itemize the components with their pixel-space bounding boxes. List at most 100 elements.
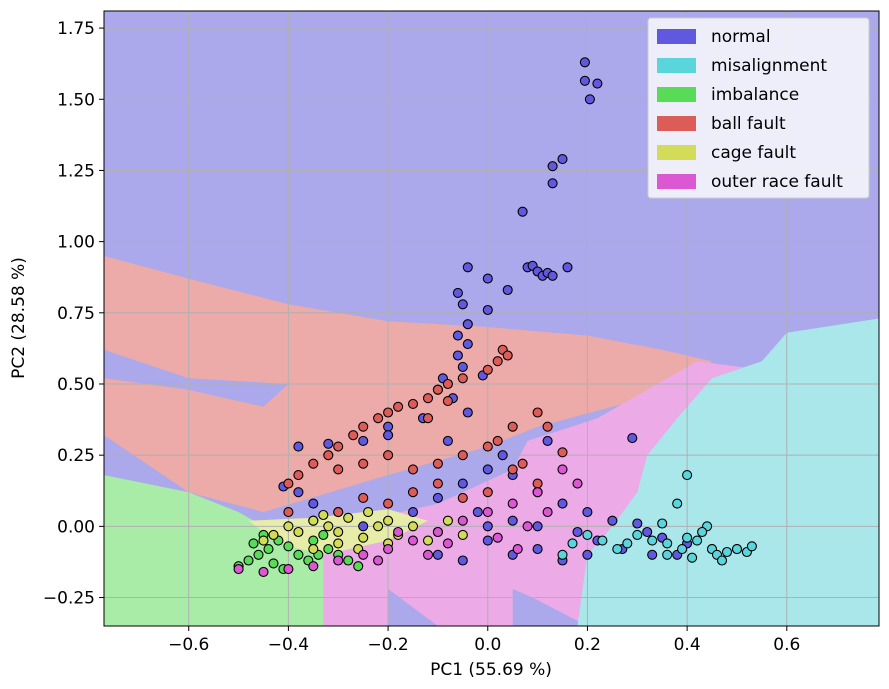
legend-swatch — [657, 116, 696, 131]
point-cage-fault — [384, 516, 393, 525]
point-ball-fault — [508, 422, 517, 431]
legend-label: cage fault — [711, 143, 796, 163]
point-normal — [359, 522, 368, 531]
point-ball-fault — [334, 442, 343, 451]
point-outer-race-fault — [309, 562, 318, 571]
legend-swatch — [657, 29, 696, 44]
y-tick-label: 0.25 — [57, 446, 95, 466]
legend: normal misalignment imbalance ball fault cag… — [648, 18, 869, 198]
y-axis-label: PC2 (28.58 %) — [9, 257, 29, 379]
point-normal — [463, 408, 472, 417]
point-misalignment — [683, 471, 692, 480]
point-normal — [324, 439, 333, 448]
y-tick-label: 0.75 — [57, 304, 95, 324]
point-outer-race-fault — [384, 545, 393, 554]
point-ball-fault — [309, 459, 318, 468]
point-misalignment — [723, 548, 732, 557]
point-cage-fault — [424, 536, 433, 545]
point-ball-fault — [518, 459, 527, 468]
x-axis-label: PC1 (55.69 %) — [430, 660, 552, 680]
y-tick-label: 0.00 — [57, 517, 95, 537]
point-normal — [483, 306, 492, 315]
point-normal — [483, 536, 492, 545]
point-outer-race-fault — [374, 556, 383, 565]
point-outer-race-fault — [493, 533, 502, 542]
point-cage-fault — [359, 533, 368, 542]
point-imbalance — [284, 542, 293, 551]
point-normal — [453, 288, 462, 297]
point-normal — [580, 76, 589, 85]
point-ball-fault — [458, 374, 467, 383]
point-normal — [558, 155, 567, 164]
point-ball-fault — [384, 408, 393, 417]
legend-item-misalignment: misalignment — [657, 56, 827, 76]
point-ball-fault — [359, 459, 368, 468]
point-normal — [548, 162, 557, 171]
point-ball-fault — [508, 465, 517, 474]
point-misalignment — [633, 530, 642, 539]
point-imbalance — [324, 545, 333, 554]
point-imbalance — [249, 539, 258, 548]
point-ball-fault — [334, 508, 343, 517]
point-normal — [608, 516, 617, 525]
y-axis-ticks: −0.25 0.00 0.25 0.50 0.75 1.00 1.25 1.50 1.75 — [43, 19, 104, 608]
point-ball-fault — [543, 422, 552, 431]
point-outer-race-fault — [433, 528, 442, 537]
point-ball-fault — [384, 451, 393, 460]
point-outer-race-fault — [458, 516, 467, 525]
point-misalignment — [718, 556, 727, 565]
point-normal — [533, 545, 542, 554]
legend-swatch — [657, 58, 696, 73]
point-outer-race-fault — [259, 567, 268, 576]
point-imbalance — [264, 545, 273, 554]
point-cage-fault — [269, 530, 278, 539]
point-ball-fault — [483, 488, 492, 497]
point-outer-race-fault — [443, 539, 452, 548]
point-misalignment — [598, 536, 607, 545]
point-normal — [573, 528, 582, 537]
point-cage-fault — [319, 511, 328, 520]
legend-label: misalignment — [711, 56, 827, 76]
point-misalignment — [663, 550, 672, 559]
y-tick-label: 1.75 — [57, 19, 95, 39]
point-ball-fault — [493, 357, 502, 366]
point-cage-fault — [309, 545, 318, 554]
point-misalignment — [747, 542, 756, 551]
point-misalignment — [733, 545, 742, 554]
point-normal — [580, 58, 589, 67]
point-normal — [384, 431, 393, 440]
point-imbalance — [254, 550, 263, 559]
point-outer-race-fault — [394, 528, 403, 537]
point-normal — [548, 179, 557, 188]
point-cage-fault — [443, 516, 452, 525]
point-misalignment — [688, 553, 697, 562]
point-ball-fault — [533, 479, 542, 488]
point-ball-fault — [334, 465, 343, 474]
point-normal — [453, 331, 462, 340]
point-cage-fault — [364, 508, 373, 517]
point-imbalance — [344, 556, 353, 565]
point-normal — [503, 286, 512, 295]
point-normal — [384, 422, 393, 431]
point-normal — [508, 516, 517, 525]
point-normal — [458, 479, 467, 488]
point-ball-fault — [424, 414, 433, 423]
point-cage-fault — [458, 530, 467, 539]
legend-swatch — [657, 87, 696, 102]
point-normal — [483, 274, 492, 283]
point-cage-fault — [324, 522, 333, 531]
point-normal — [593, 79, 602, 88]
point-ball-fault — [493, 436, 502, 445]
y-tick-label: −0.25 — [43, 589, 95, 609]
point-misalignment — [648, 536, 657, 545]
point-normal — [633, 519, 642, 528]
point-normal — [563, 263, 572, 272]
point-ball-fault — [424, 394, 433, 403]
point-normal — [583, 550, 592, 559]
legend-item-ball-fault: ball fault — [657, 114, 786, 134]
point-imbalance — [294, 550, 303, 559]
x-tick-label: −0.4 — [268, 635, 309, 655]
point-outer-race-fault — [533, 488, 542, 497]
point-normal — [359, 436, 368, 445]
point-normal — [543, 436, 552, 445]
